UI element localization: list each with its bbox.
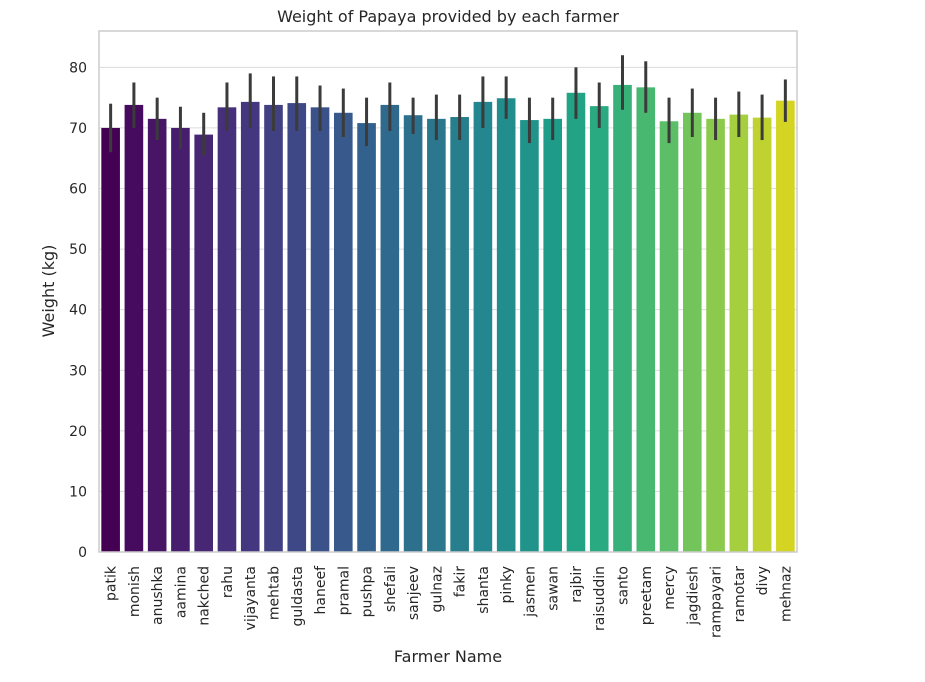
y-tick-label: 0	[78, 545, 87, 561]
x-tick-label: mehtab	[267, 566, 283, 620]
bar-preetam	[636, 87, 656, 552]
x-tick-label: jagdiesh	[685, 566, 701, 626]
x-tick-label: monish	[127, 566, 143, 617]
bar-sanjeev	[403, 115, 423, 553]
y-tick-labels: 0 10 20 30 40 50 60 70 80	[69, 60, 87, 561]
x-tick-label: rahu	[220, 566, 236, 598]
y-tick-label: 70	[69, 121, 87, 137]
x-tick-label: nakched	[197, 566, 213, 626]
x-tick-label: pushpa	[360, 566, 376, 617]
x-tick-label: rampayari	[709, 566, 725, 638]
bar-mehnaz	[776, 100, 795, 552]
x-tick-label: sanjeev	[406, 566, 422, 620]
y-tick-label: 50	[69, 242, 87, 258]
bar-mercy	[659, 121, 679, 552]
x-tick-label: anushka	[150, 566, 166, 625]
plot-frame	[98, 30, 798, 553]
x-tick-label: pramal	[336, 566, 352, 615]
x-tick-label: raisuddin	[592, 566, 608, 631]
y-tick-label: 60	[69, 182, 87, 198]
y-tick-label: 20	[69, 424, 87, 440]
bar-shanta	[473, 101, 493, 552]
y-gridlines	[99, 66, 797, 553]
y-tick-label: 10	[69, 484, 87, 500]
bar-vijayanta	[240, 101, 260, 552]
x-tick-label: aamina	[173, 566, 189, 618]
bar-gulnaz	[427, 118, 446, 553]
x-tick-label: patik	[104, 565, 120, 601]
bar-rampayari	[706, 118, 725, 553]
bar-divy	[752, 117, 772, 552]
x-tick-label: mehnaz	[778, 566, 794, 622]
y-tick-label: 80	[69, 60, 87, 76]
y-axis-label: Weight (kg)	[39, 245, 58, 338]
bar-haneef	[310, 107, 330, 553]
y-tick-label: 30	[69, 363, 87, 379]
x-tick-label: santo	[616, 566, 632, 605]
x-tick-label: divy	[755, 566, 771, 595]
bar-santo	[613, 84, 632, 552]
x-tick-label: mercy	[662, 566, 678, 610]
bar-fakir	[450, 117, 469, 553]
chart-title: Weight of Papaya provided by each farmer	[277, 7, 619, 26]
x-tick-label: ramotar	[732, 566, 748, 623]
x-axis-label: Farmer Name	[394, 647, 502, 666]
x-tick-label: guldasta	[290, 566, 306, 626]
x-tick-label: rajbir	[569, 566, 585, 603]
x-tick-label: gulnaz	[429, 566, 445, 612]
bar-mehtab	[264, 104, 283, 552]
bar-aamina	[171, 127, 190, 552]
x-tick-label: jasmen	[522, 566, 538, 618]
bar-nakched	[194, 134, 214, 553]
bar-sawan	[543, 118, 563, 553]
bar-anushka	[147, 118, 167, 553]
x-tick-label: sawan	[546, 566, 562, 611]
bars	[101, 84, 795, 553]
bar-rahu	[217, 107, 237, 553]
bar-jagdiesh	[682, 112, 702, 552]
x-tick-label: preetam	[639, 566, 655, 625]
bar-pushpa	[357, 123, 376, 553]
bar-jasmen	[520, 120, 539, 552]
x-tick-label: haneef	[313, 565, 329, 615]
bar-guldasta	[287, 103, 307, 552]
y-tick-label: 40	[69, 303, 87, 319]
x-tick-label: shanta	[476, 566, 492, 614]
x-tick-label: fakir	[453, 566, 469, 598]
bar-pramal	[333, 112, 353, 552]
bar-raisuddin	[589, 106, 609, 552]
bar-pinky	[496, 98, 516, 552]
x-tick-label: pinky	[499, 566, 515, 604]
bar-monish	[124, 104, 144, 552]
bar-ramotar	[729, 114, 749, 552]
x-tick-labels: patik monish anushka aamina nakched rahu vijay…	[104, 565, 795, 638]
error-bars	[109, 55, 787, 156]
bar-patik	[101, 127, 120, 552]
x-tick-label: shefali	[383, 566, 399, 612]
x-tick-label: vijayanta	[243, 566, 259, 630]
bar-rajbir	[566, 92, 586, 552]
bar-shefali	[380, 104, 400, 552]
